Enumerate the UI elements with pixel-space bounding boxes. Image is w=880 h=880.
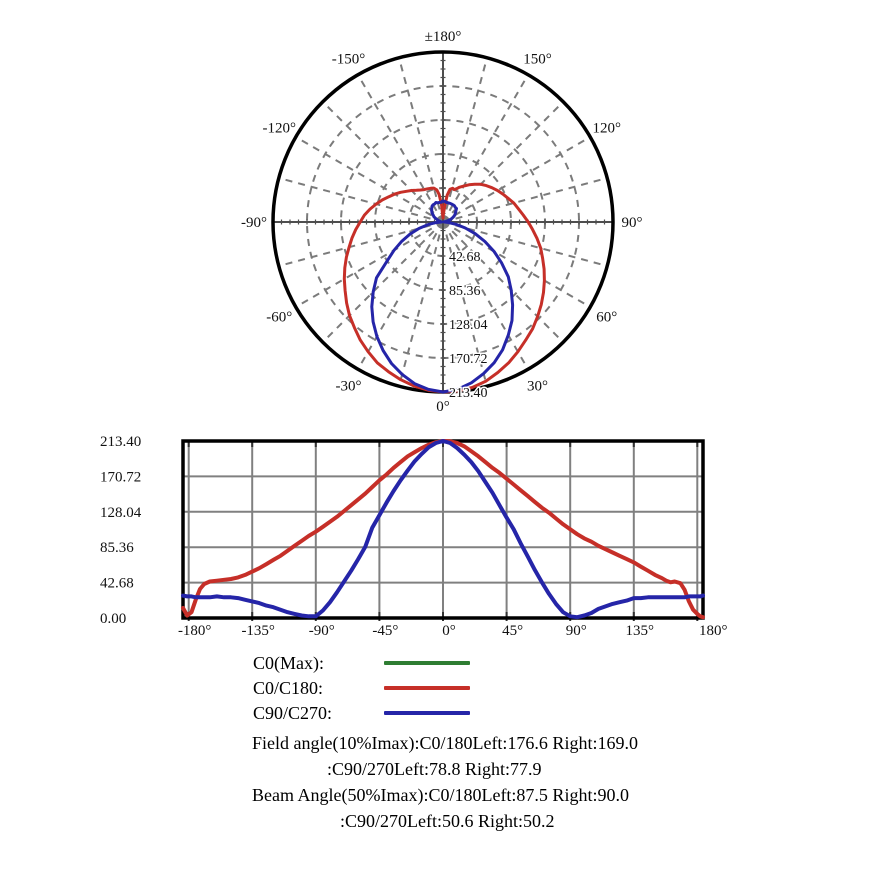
polar-curve-c0-c180 — [342, 182, 546, 394]
cartesian-x-labels: -180° -135° -90° -45° 0° 45° 90° 135° 180° — [178, 623, 728, 639]
y-tick-label: 213.40 — [100, 434, 141, 450]
polar-angle-label: -60° — [266, 310, 292, 326]
polar-angle-label: 60° — [596, 310, 617, 326]
polar-angle-label: 30° — [527, 379, 548, 395]
legend-swatch-c0c180-line — [384, 686, 470, 690]
x-tick-label: 45° — [502, 623, 523, 639]
polar-ring-labels: 42.68 85.36 128.04 170.72 213.40 — [448, 249, 490, 403]
polar-angle-label: -30° — [336, 379, 362, 395]
polar-ring-label: 170.72 — [449, 352, 488, 367]
polar-angle-labels: ±180° -150° 150° -120° 120° -90° 90° -60° 60° -30… — [241, 29, 643, 415]
polar-ring-label: 42.68 — [449, 250, 481, 265]
polar-curve-c90-c270 — [370, 199, 515, 394]
cartesian-curve-c90-c270 — [181, 439, 705, 620]
field-angle-c0-line: Field angle(10%Imax):C0/180Left:176.6 Ri… — [252, 733, 638, 753]
polar-ring-label: 213.40 — [449, 386, 488, 401]
polar-angle-label: 120° — [592, 121, 621, 137]
cartesian-grid — [183, 441, 703, 618]
y-tick-label: 0.00 — [100, 611, 126, 627]
polar-ring-label: 85.36 — [449, 284, 481, 299]
charts-area: 42.68 85.36 128.04 170.72 213.40 ±180° -150° 15… — [100, 29, 728, 639]
beam-angle-c90-line: :C90/270Left:50.6 Right:50.2 — [340, 811, 555, 831]
x-tick-label: 135° — [626, 623, 655, 639]
x-tick-label: -135° — [241, 623, 275, 639]
cartesian-y-labels: 213.40 170.72 128.04 85.36 42.68 0.00 — [100, 434, 142, 627]
x-tick-label: 90° — [566, 623, 587, 639]
x-tick-label: 180° — [699, 623, 728, 639]
y-tick-label: 170.72 — [100, 469, 141, 485]
polar-angle-label: ±180° — [425, 29, 462, 45]
legend-swatch-c0max-line — [384, 661, 470, 665]
x-tick-label: 0° — [442, 623, 456, 639]
polar-angle-label: 150° — [523, 51, 552, 67]
cartesian-chart: 213.40 170.72 128.04 85.36 42.68 0.00 -180° -13… — [100, 434, 728, 639]
y-tick-label: 128.04 — [100, 505, 142, 521]
polar-angle-label: -150° — [332, 51, 366, 67]
legend-label-c90c270: C90/C270: — [253, 703, 333, 723]
x-tick-label: -90° — [309, 623, 335, 639]
field-angle-c90-line: :C90/270Left:78.8 Right:77.9 — [327, 759, 542, 779]
polar-angle-label: 90° — [622, 215, 643, 231]
polar-angle-label: -120° — [263, 121, 297, 137]
x-tick-label: -45° — [372, 623, 398, 639]
x-tick-label: -180° — [178, 623, 212, 639]
polar-ring-label: 128.04 — [449, 318, 488, 333]
polar-angle-label: 0° — [436, 399, 450, 415]
polar-chart: 42.68 85.36 128.04 170.72 213.40 ±180° -150° 15… — [241, 29, 643, 415]
legend-swatch-c90c270-line — [384, 711, 470, 715]
polar-angle-label: -90° — [241, 215, 267, 231]
beam-angle-c0-line: Beam Angle(50%Imax):C0/180Left:87.5 Righ… — [252, 785, 629, 805]
y-tick-label: 85.36 — [100, 540, 134, 556]
y-tick-label: 42.68 — [100, 576, 134, 592]
legend-label-c0max: C0(Max): — [253, 653, 324, 673]
legend-label-c0c180: C0/C180: — [253, 678, 324, 698]
